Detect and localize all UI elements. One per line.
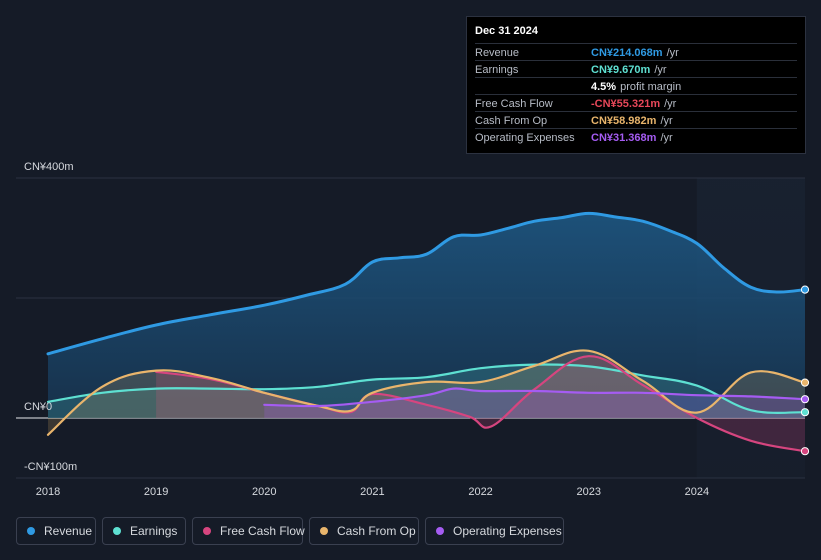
tooltip-label: Earnings	[475, 64, 519, 76]
x-tick-label: 2020	[252, 486, 276, 498]
endpoint-operating-expenses	[800, 395, 810, 404]
legend-dot-icon	[203, 527, 211, 535]
legend-label: Earnings	[130, 524, 178, 538]
legend-dot-icon	[320, 527, 328, 535]
tooltip-label: Revenue	[475, 47, 520, 59]
area-operating-expenses	[264, 388, 805, 418]
area-earnings	[48, 364, 805, 418]
y-tick-label: CN¥400m	[24, 161, 74, 173]
x-tick-label: 2023	[576, 486, 600, 498]
endpoint-earnings	[800, 408, 810, 417]
x-tick-label: 2024	[685, 486, 709, 498]
legend-label: Cash From Op	[337, 524, 416, 538]
tooltip-label: Cash From Op	[475, 115, 548, 127]
y-tick-label: CN¥0	[24, 401, 52, 413]
endpoint-revenue	[800, 285, 810, 294]
tooltip-row-earnings: Earnings CN¥9.670m/yr	[475, 60, 797, 78]
legend-label: Operating Expenses	[453, 524, 562, 538]
tooltip-row-operating-expenses: Operating Expenses CN¥31.368m/yr	[475, 128, 797, 146]
line-cash-from-op	[46, 349, 807, 436]
legend-dot-icon	[113, 527, 121, 535]
tooltip-value: 4.5% profit margin	[591, 81, 682, 93]
endpoint-cash-from-op	[800, 378, 810, 387]
legend-item-cash-from-op[interactable]: Cash From Op	[309, 517, 419, 545]
tooltip-value: CN¥9.670m/yr	[591, 64, 667, 76]
financials-chart: CN¥400m CN¥0 -CN¥100m 2018 2019 2020 2021 2022 2…	[16, 161, 810, 498]
legend-item-operating-expenses[interactable]: Operating Expenses	[425, 517, 564, 545]
legend-dot-icon	[436, 527, 444, 535]
tooltip-value: CN¥214.068m/yr	[591, 47, 679, 59]
x-tick-label: 2021	[360, 486, 384, 498]
area-free-cash-flow	[156, 356, 806, 452]
legend-item-free-cash-flow[interactable]: Free Cash Flow	[192, 517, 305, 545]
x-tick-label: 2022	[468, 486, 492, 498]
tooltip-panel: Dec 31 2024 Revenue CN¥214.068m/yr Earni…	[466, 16, 806, 154]
tooltip-row-cash-from-op: Cash From Op CN¥58.982m/yr	[475, 111, 797, 129]
tooltip-date: Dec 31 2024	[475, 25, 538, 37]
legend-dot-icon	[27, 527, 35, 535]
legend-label: Revenue	[44, 524, 93, 538]
legend-item-earnings[interactable]: Earnings	[102, 517, 186, 545]
tooltip-label: Operating Expenses	[475, 132, 575, 144]
line-operating-expenses	[263, 387, 807, 408]
legend-label: Free Cash Flow	[220, 524, 305, 538]
tooltip-label: Free Cash Flow	[475, 98, 553, 110]
legend-item-revenue[interactable]: Revenue	[16, 517, 96, 545]
endpoint-free-cash-flow	[800, 447, 810, 456]
tooltip-row-revenue: Revenue CN¥214.068m/yr	[475, 43, 797, 61]
x-tick-label: 2018	[36, 486, 60, 498]
area-cash-from-op	[48, 350, 805, 435]
tooltip-value: CN¥58.982m/yr	[591, 115, 673, 127]
y-tick-label: -CN¥100m	[24, 461, 77, 473]
tooltip-value: CN¥31.368m/yr	[591, 132, 673, 144]
line-earnings	[46, 363, 807, 414]
line-revenue	[46, 211, 807, 356]
tooltip-row-profit-margin: 4.5% profit margin	[475, 77, 797, 95]
x-tick-label: 2019	[144, 486, 168, 498]
tooltip-value: -CN¥55.321m/yr	[591, 98, 677, 110]
tooltip-row-free-cash-flow: Free Cash Flow -CN¥55.321m/yr	[475, 94, 797, 112]
